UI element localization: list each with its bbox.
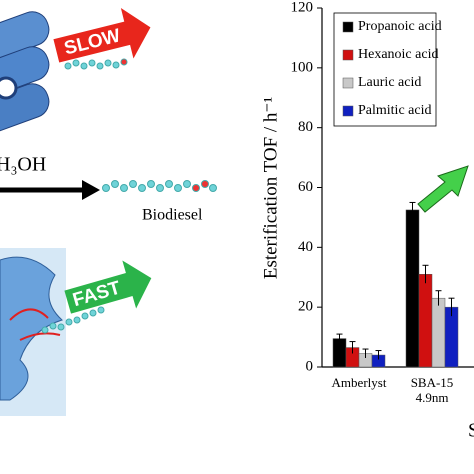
y-tick-label: 120 [291,0,314,15]
methanol-label: H₃OH [0,154,46,176]
molecule-top [64,58,128,70]
legend-label: Propanoic acid [358,19,442,34]
x-axis-label: S [468,420,474,442]
y-tick-label: 100 [291,59,314,75]
legend-swatch [342,21,354,33]
y-tick-label: 40 [298,239,313,255]
reaction-arrow [0,180,100,200]
x-tick-label: SBA-15 4.9nm [410,375,454,405]
y-axis-label: Esterification TOF / h⁻¹ [260,97,281,280]
trend-arrow [417,165,469,213]
legend-label: Palmitic acid [358,103,431,118]
y-tick-label: 80 [298,119,313,135]
biodiesel-label: Biodiesel [142,207,203,224]
bar [418,274,433,368]
fast-arrow: FAST [64,260,152,314]
molecule-middle [102,180,217,192]
legend-label: Hexanoic acid [358,47,438,62]
legend-swatch [342,77,354,89]
bar [405,209,420,368]
molecule-bottom [41,306,105,334]
bar [431,297,446,368]
y-tick-label: 60 [298,179,313,195]
legend-swatch [342,49,354,61]
y-tick-label: 0 [306,358,314,374]
legend-swatch [342,105,354,117]
pore-bottom [0,248,66,416]
pore-top [0,11,50,135]
y-tick-label: 20 [298,299,313,315]
legend-label: Lauric acid [358,75,421,90]
x-tick-label: Amberlyst [331,375,387,390]
